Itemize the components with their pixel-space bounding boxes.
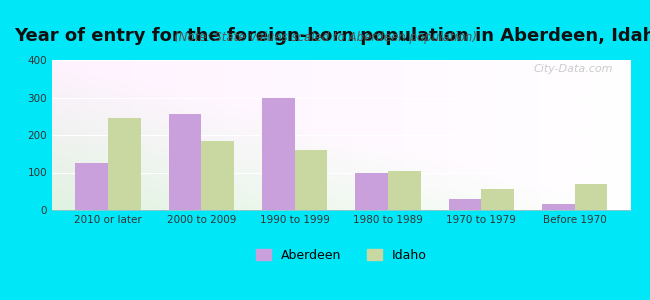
Bar [388,171,421,210]
Bar [575,184,607,210]
Legend: Aberdeen, Idaho: Aberdeen, Idaho [251,244,432,267]
Bar [202,141,234,210]
Bar [448,199,481,210]
Bar [168,114,202,210]
Bar [294,150,327,210]
Bar [75,163,108,210]
Bar [356,172,388,210]
Bar [542,204,575,210]
Text: (Note: State values scaled to Aberdeen population): (Note: State values scaled to Aberdeen p… [174,32,476,44]
Text: City-Data.com: City-Data.com [534,64,613,74]
Bar [108,118,140,210]
Bar [481,189,514,210]
Title: Year of entry for the foreign-born population in Aberdeen, Idaho: Year of entry for the foreign-born popul… [14,27,650,45]
Bar [262,98,294,210]
